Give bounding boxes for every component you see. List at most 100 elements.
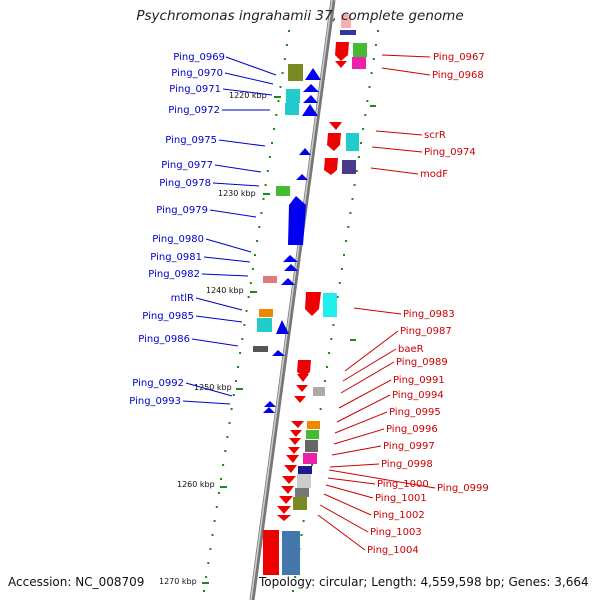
- gene-arrow: [281, 278, 295, 285]
- gene-arrow: [282, 476, 296, 484]
- gene-label: Ping_0979: [156, 205, 208, 216]
- gene-label: Ping_0994: [392, 390, 444, 401]
- gene-arrow: [291, 421, 304, 428]
- gene-arrow: [279, 496, 293, 504]
- gene-label: Ping_0986: [138, 334, 190, 345]
- gene-arrow: [284, 465, 297, 473]
- gene-label: baeR: [398, 344, 424, 355]
- ring-dot: [249, 282, 252, 284]
- ring-dot: [336, 296, 339, 298]
- gene-label: Ping_0968: [432, 70, 484, 81]
- gene-label: Ping_0989: [396, 357, 448, 368]
- ring-dot: [374, 44, 377, 46]
- gene-arrow: [288, 447, 300, 454]
- ring-dot: [353, 184, 356, 186]
- gene-arrow: [296, 385, 308, 392]
- gene-arrow: [290, 430, 302, 437]
- right-strand-blocks: [282, 30, 367, 575]
- ring-dot: [207, 562, 210, 564]
- right-leader-lines: [317, 54, 436, 551]
- ring-dot: [254, 254, 256, 256]
- gene-label: Ping_0978: [159, 178, 211, 189]
- ring-dot: [217, 492, 220, 494]
- ring-dot: [300, 534, 303, 536]
- gene-arrow: [277, 506, 291, 514]
- scale-ticks: [202, 96, 376, 584]
- genome-summary-text: Topology: circular; Length: 4,559,598 bp…: [259, 575, 589, 589]
- ring-dot: [340, 268, 343, 270]
- left-leader-lines: [182, 56, 277, 405]
- ring-dot: [355, 170, 358, 172]
- ring-dot: [347, 226, 350, 228]
- ring-dot: [232, 394, 235, 396]
- ring-dot: [247, 296, 250, 298]
- gene-label: Ping_0997: [383, 441, 435, 452]
- ring-dot: [351, 198, 354, 200]
- gene-arrow: [305, 292, 321, 316]
- ring-dot: [230, 408, 233, 410]
- gene-arrow: [294, 396, 306, 403]
- gene-arrow: [283, 255, 298, 262]
- ring-dot: [251, 268, 254, 270]
- ring-dot: [343, 254, 345, 256]
- scale-label: 1220 kbp: [229, 91, 267, 100]
- ring-dot: [288, 30, 290, 32]
- ring-dot: [349, 212, 352, 214]
- ring-dot: [323, 380, 326, 382]
- ring-dot: [213, 520, 216, 522]
- gene-label: Ping_0998: [381, 459, 433, 470]
- gene-label: Ping_0970: [171, 68, 223, 79]
- scale-labels: 1220 kbp 1230 kbp 1240 kbp 1250 kbp 1260…: [159, 91, 267, 586]
- ring-dot: [292, 590, 294, 592]
- gene-label: scrR: [424, 130, 446, 141]
- ring-dot: [203, 590, 205, 592]
- gene-arrow: [335, 42, 349, 61]
- gene-arrow: [327, 133, 341, 151]
- gene-label: mtlR: [171, 293, 194, 304]
- gene-arrow: [324, 158, 338, 175]
- gene-arrow: [296, 174, 308, 180]
- gene-label: Ping_0974: [424, 147, 476, 158]
- gene-label: Ping_0996: [386, 424, 438, 435]
- left-strand-genes: [263, 68, 321, 413]
- ring-dot: [222, 464, 225, 466]
- gene-arrow: [277, 515, 291, 521]
- ring-dot: [279, 86, 282, 88]
- gene-arrow: [297, 360, 311, 377]
- ring-dot: [264, 184, 267, 186]
- gene-label: Ping_1002: [373, 510, 425, 521]
- ring-dot: [368, 86, 371, 88]
- ring-dot: [294, 576, 297, 578]
- scale-label: 1250 kbp: [194, 383, 232, 392]
- ring-dot: [224, 450, 227, 452]
- ring-dot: [209, 548, 212, 550]
- ring-dot: [328, 352, 331, 354]
- gene-arrow: [263, 407, 275, 413]
- gene-label: modF: [420, 169, 448, 180]
- gene-arrow: [329, 122, 342, 130]
- ring-dot: [345, 240, 348, 242]
- genome-backbone: [249, 0, 336, 600]
- ring-dot: [332, 324, 335, 326]
- gene-label: Ping_0991: [393, 375, 445, 386]
- gene-label: Ping_0981: [150, 252, 202, 263]
- ring-dot: [260, 212, 263, 214]
- scale-label: 1230 kbp: [218, 189, 256, 198]
- ring-dot: [226, 436, 229, 438]
- ring-dot: [281, 72, 284, 74]
- gene-label: Ping_1003: [370, 527, 422, 538]
- gene-label: Ping_0982: [148, 269, 200, 280]
- ring-dot: [205, 576, 208, 578]
- left-strand-blocks: [253, 64, 303, 352]
- gene-label: Ping_0969: [173, 52, 225, 63]
- map-title: Psychromonas ingrahamii 37, complete gen…: [136, 8, 464, 24]
- ring-dot: [360, 142, 362, 144]
- ring-dot: [277, 100, 280, 102]
- gene-label: Ping_1004: [367, 545, 419, 556]
- scale-label: 1240 kbp: [206, 286, 244, 295]
- ring-dot: [237, 366, 239, 368]
- ring-dot: [215, 506, 218, 508]
- gene-label: Ping_0972: [168, 105, 220, 116]
- left-gene-labels: Ping_0969 Ping_0970 Ping_0971 Ping_0972 …: [129, 52, 225, 407]
- gene-label: Ping_0967: [433, 52, 485, 63]
